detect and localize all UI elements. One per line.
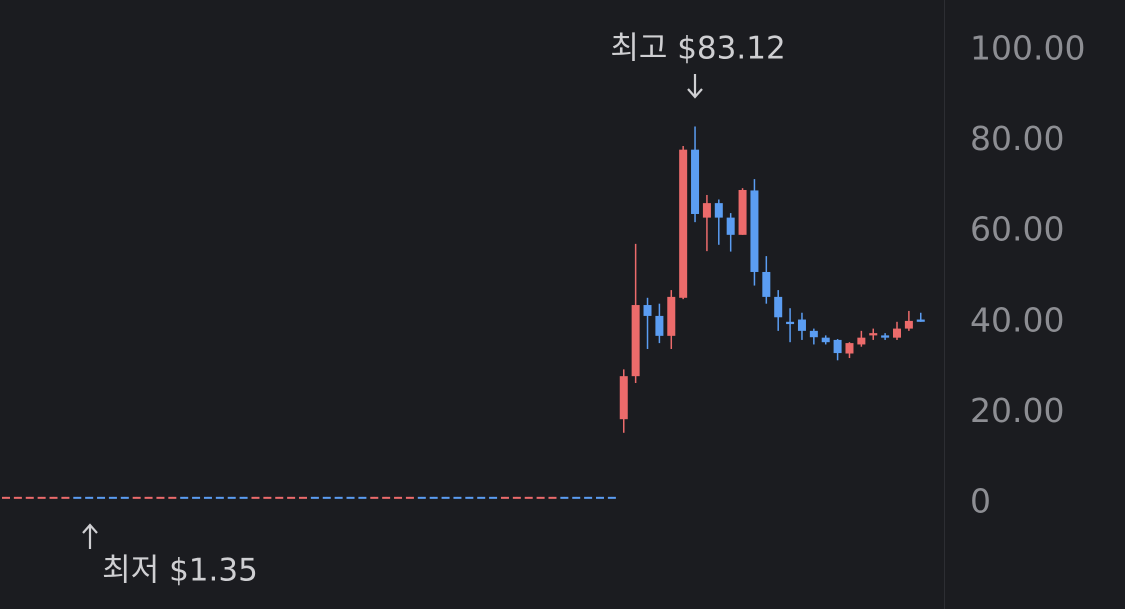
candle-body — [180, 496, 189, 499]
y-tick-label: 40.00 — [970, 300, 1064, 339]
candle-body — [809, 330, 818, 338]
candle-body — [13, 496, 22, 499]
candle-body — [215, 496, 224, 499]
candle-body — [750, 190, 759, 272]
candle-body — [869, 333, 878, 336]
y-tick-label: 60.00 — [970, 210, 1064, 249]
candle-body — [916, 319, 925, 322]
candle-body — [714, 203, 723, 218]
candle-body — [881, 335, 890, 338]
candle-body — [679, 149, 688, 298]
candle-body — [441, 496, 450, 499]
candle-body — [821, 337, 830, 343]
candle-body — [524, 496, 533, 499]
candle-body — [370, 496, 379, 499]
candle-body — [346, 496, 355, 499]
candle-body — [691, 149, 700, 214]
candle-body — [203, 496, 212, 499]
candle-body — [833, 339, 842, 354]
candle-body — [156, 496, 165, 499]
y-tick-label: 0 — [970, 482, 991, 521]
candle-body — [738, 189, 747, 235]
candle-body — [619, 376, 628, 420]
y-tick-label: 20.00 — [970, 391, 1064, 430]
candle-body — [73, 496, 82, 499]
candle-body — [358, 496, 367, 499]
candle-body — [667, 296, 676, 336]
candle-body — [904, 320, 913, 329]
candle-body — [239, 496, 248, 499]
high-annotation: 최고 $83.12 — [610, 31, 785, 67]
candle-body — [49, 496, 58, 499]
candle-body — [394, 496, 403, 499]
candle-body — [572, 496, 581, 499]
candle-body — [702, 203, 711, 218]
candle-body — [797, 319, 806, 331]
candle-body — [893, 328, 901, 338]
candle-body — [227, 496, 236, 499]
candle-body — [643, 305, 652, 316]
candle-body — [287, 496, 296, 499]
candle-body — [596, 496, 604, 499]
y-tick-label: 80.00 — [970, 119, 1064, 158]
candle-body — [310, 496, 319, 499]
candle-body — [299, 496, 307, 499]
candle-body — [168, 496, 177, 499]
candle-body — [429, 496, 438, 499]
candle-body — [322, 496, 331, 499]
candle-body — [762, 271, 771, 297]
candle-body — [465, 496, 474, 499]
candle-body — [192, 496, 201, 499]
candle-body — [500, 496, 509, 499]
candle-body — [61, 496, 70, 499]
candle-body — [263, 496, 272, 499]
candle-body — [25, 496, 34, 499]
candle-body — [108, 496, 117, 499]
y-tick-label: 100.00 — [970, 29, 1085, 68]
candle-body — [85, 496, 94, 499]
candle-body — [726, 217, 735, 235]
candle-body — [144, 496, 153, 499]
candle-body — [631, 305, 640, 377]
candle-body — [584, 496, 593, 499]
candle-body — [251, 496, 260, 499]
candle-body — [417, 496, 426, 499]
low-annotation: 최저 $1.35 — [102, 553, 258, 589]
candle-body — [607, 496, 616, 499]
candle-body — [37, 496, 46, 499]
candle-body — [857, 337, 866, 345]
high-arrow — [687, 74, 703, 99]
candle-body — [477, 496, 486, 499]
candle-body — [120, 496, 129, 499]
candle-body — [453, 496, 462, 499]
candle-body — [655, 315, 664, 336]
candle-body — [489, 496, 498, 499]
candle-body — [560, 496, 569, 499]
candle-body — [2, 496, 10, 499]
candle-body — [334, 496, 343, 499]
candle-body — [275, 496, 284, 499]
candle-body — [774, 296, 783, 318]
low-arrow — [82, 523, 98, 549]
candle-body — [512, 496, 521, 499]
candle-body — [845, 343, 854, 354]
candle-body — [97, 496, 106, 499]
candle-body — [132, 496, 141, 499]
candle-body — [382, 496, 391, 499]
candle-body — [548, 496, 557, 499]
candle-body — [405, 496, 414, 499]
candle-body — [536, 496, 545, 499]
candle-body — [786, 321, 795, 325]
